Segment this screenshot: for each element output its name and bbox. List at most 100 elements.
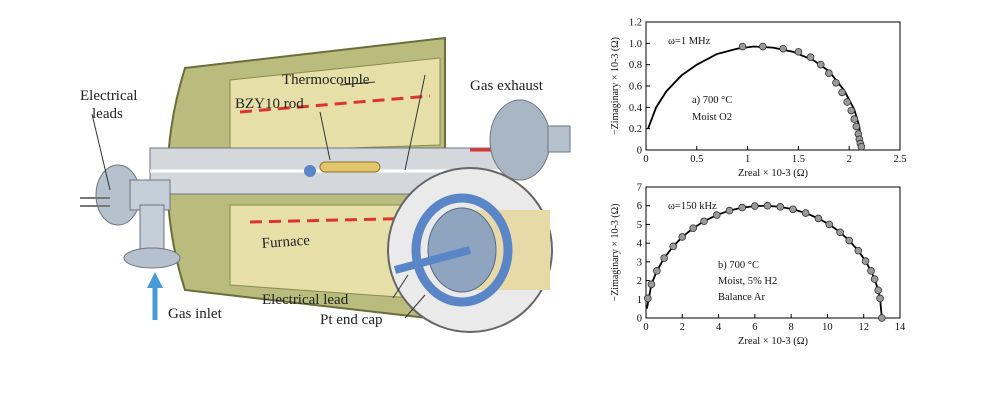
- data-point: [776, 203, 785, 211]
- data-point: [700, 217, 708, 226]
- label: Furnace: [261, 233, 311, 252]
- inlet-flange: [123, 247, 181, 269]
- apparatus-illustration: [80, 36, 571, 333]
- annotation: ω=1 MHz: [668, 36, 711, 47]
- x-tick-label: 2: [847, 154, 852, 165]
- x-tick-label: 10: [822, 322, 833, 333]
- y-tick-label: 0.8: [629, 60, 642, 71]
- leader-line: [392, 274, 409, 299]
- y-tick-label: 0: [637, 146, 642, 157]
- y-axis-label: −Zimaginary × 10-3 (Ω): [610, 204, 621, 302]
- exhaust-port: [547, 125, 571, 153]
- data-point: [867, 267, 875, 275]
- data-point: [814, 214, 823, 223]
- data-point: [850, 115, 859, 123]
- data-point: [644, 294, 652, 303]
- leader-line: [339, 81, 376, 86]
- y-tick-label: 4: [637, 239, 643, 250]
- data-point: [678, 233, 687, 241]
- label: BZY10 rod: [235, 96, 304, 112]
- x-tick-label: 2: [680, 322, 685, 333]
- inlet-arrow-head: [147, 272, 163, 288]
- y-axis-label: −Zimaginary × 10-3 (Ω): [610, 37, 621, 135]
- data-point: [763, 201, 772, 210]
- data-point: [653, 267, 661, 275]
- data-point: [825, 69, 833, 77]
- annotation: Balance Ar: [718, 292, 765, 303]
- data-point: [647, 280, 656, 289]
- y-tick-label: 3: [637, 257, 642, 268]
- leader-line: [404, 294, 426, 319]
- x-tick-label: 1.5: [792, 154, 805, 165]
- x-tick-label: 14: [895, 322, 906, 333]
- data-point: [660, 254, 668, 262]
- data-point: [725, 206, 734, 215]
- data-point: [825, 220, 834, 229]
- data-point: [669, 242, 678, 251]
- data-point: [843, 98, 851, 106]
- coil: [411, 193, 513, 307]
- data-point: [816, 60, 825, 69]
- electrode: [304, 165, 316, 177]
- heater-dashes: [249, 216, 431, 224]
- y-tick-label: 7: [637, 183, 642, 194]
- x-tick-label: 8: [789, 322, 794, 333]
- y-tick-label: 2: [637, 276, 642, 287]
- x-axis-label: Zreal × 10-3 (Ω): [738, 168, 808, 179]
- label: Electrical lead: [262, 292, 349, 308]
- x-tick-label: 0.5: [690, 154, 703, 165]
- leader-line: [404, 74, 426, 171]
- data-point: [878, 314, 886, 322]
- x-axis-label: Zreal × 10-3 (Ω): [738, 336, 808, 347]
- y-tick-label: 1: [637, 295, 642, 306]
- rod: [319, 161, 381, 173]
- data-point: [845, 236, 853, 245]
- x-tick-label: 4: [716, 322, 722, 333]
- data-point: [794, 48, 803, 56]
- label: Gas exhaust: [470, 78, 544, 94]
- x-tick-label: 0: [643, 322, 648, 333]
- annotation: b) 700 °C: [718, 260, 759, 271]
- data-point: [838, 88, 846, 97]
- annotation: Moist, 5% H2: [718, 276, 777, 287]
- label: Electrical: [80, 88, 137, 104]
- y-tick-label: 0.4: [629, 103, 643, 114]
- y-tick-label: 1.2: [629, 18, 642, 29]
- annotation: Moist O2: [692, 112, 732, 123]
- data-point: [832, 79, 840, 87]
- annotation: ω=150 kHz: [668, 201, 717, 212]
- fit-line: [647, 45, 863, 151]
- y-tick-label: 6: [637, 201, 642, 212]
- y-tick-label: 1.0: [629, 39, 642, 50]
- heater-dashes: [239, 94, 431, 114]
- y-tick-label: 5: [637, 220, 642, 231]
- label: Thermocouple: [282, 72, 370, 88]
- x-tick-label: 6: [752, 322, 757, 333]
- data-point: [874, 286, 883, 295]
- label: Gas inlet: [168, 306, 223, 322]
- data-point: [759, 42, 767, 51]
- annotation: a) 700 °C: [692, 95, 732, 106]
- data-point: [836, 228, 844, 237]
- x-tick-label: 1: [745, 154, 750, 165]
- inlet-leg: [139, 204, 165, 254]
- data-point: [712, 211, 721, 219]
- data-point: [876, 294, 884, 303]
- y-tick-label: 0.6: [629, 82, 642, 93]
- data-point: [738, 203, 746, 212]
- x-tick-label: 0: [643, 154, 648, 165]
- data-point: [806, 53, 815, 61]
- data-point: [857, 143, 866, 151]
- data-point: [801, 209, 810, 217]
- label: leads: [92, 106, 123, 122]
- exhaust-cap: [489, 99, 551, 181]
- data-point: [789, 205, 797, 214]
- label: Pt end cap: [320, 312, 382, 328]
- data-point: [847, 106, 856, 115]
- data-point: [870, 275, 879, 283]
- data-point: [854, 246, 863, 255]
- x-tick-label: 12: [858, 322, 869, 333]
- data-point: [861, 257, 870, 265]
- data-point: [779, 44, 787, 53]
